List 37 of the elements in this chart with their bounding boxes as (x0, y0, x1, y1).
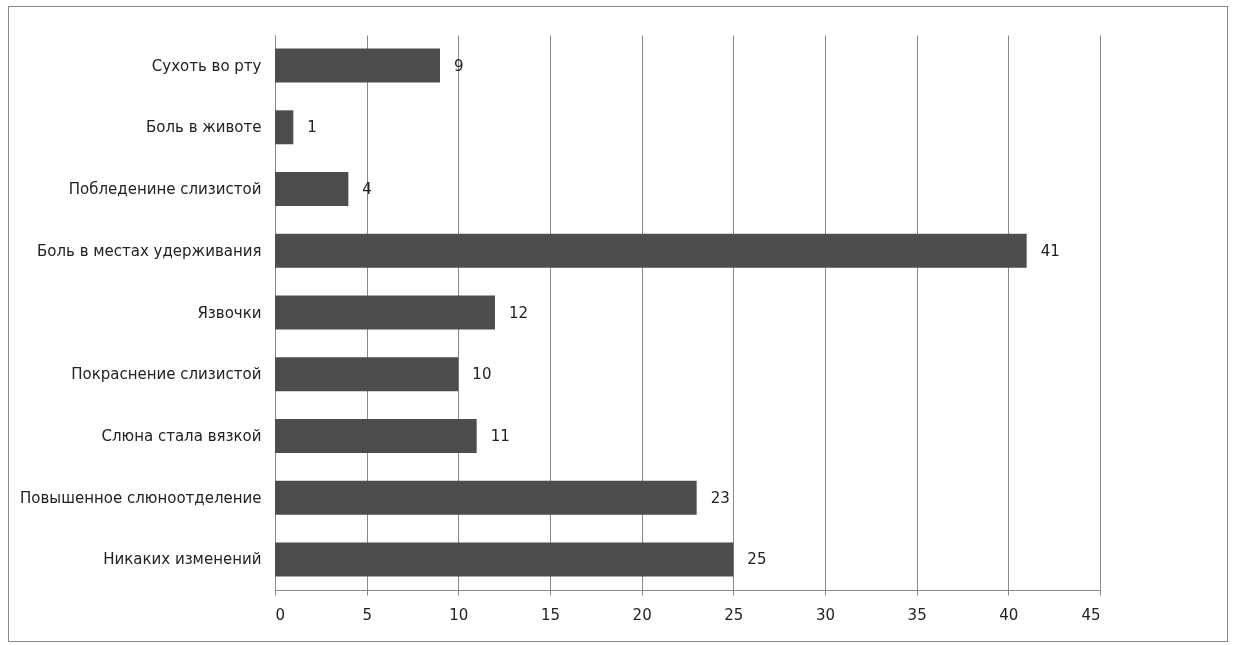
y-tick-label: Сухоть во рту (151, 56, 262, 75)
x-tick-label: 30 (815, 605, 836, 624)
x-tick-label: 40 (999, 605, 1019, 624)
y-tick-label: Повышенное слюноотделение (20, 488, 262, 507)
x-tick-label: 25 (724, 605, 744, 624)
x-tick-label: 0 (275, 605, 286, 624)
y-tick-label: Язвочки (197, 303, 262, 322)
bar (275, 48, 440, 83)
data-label: 23 (710, 488, 730, 507)
data-label: 25 (747, 550, 767, 569)
x-tick-label: 35 (907, 605, 927, 624)
x-tick-label: 15 (540, 605, 561, 624)
data-label: 10 (472, 365, 492, 384)
y-tick-label: Слюна стала вязкой (101, 426, 262, 445)
bar (275, 172, 349, 207)
y-tick-label: Никаких изменений (103, 550, 262, 569)
y-tick-label: Боль в местах удерживания (36, 241, 262, 260)
bar (275, 480, 697, 515)
x-tick-label: 20 (632, 605, 652, 624)
x-tick-label: 45 (1081, 605, 1101, 624)
x-tick-label: 10 (449, 605, 469, 624)
bar (275, 110, 294, 145)
data-label: 41 (1040, 241, 1060, 260)
bar (275, 357, 459, 392)
data-label: 12 (509, 303, 529, 322)
data-label: 9 (454, 56, 464, 75)
data-label: 1 (307, 118, 317, 137)
data-label: 4 (362, 180, 372, 199)
bar (275, 418, 477, 453)
bar (275, 233, 1027, 268)
y-tick-label: Боль в животе (145, 118, 262, 137)
bar (275, 542, 734, 577)
x-tick-label: 5 (362, 605, 372, 624)
bar (275, 295, 495, 330)
y-tick-label: Покраснение слизистой (71, 365, 262, 384)
data-label: 11 (490, 426, 510, 445)
y-tick-label: Побледенине слизистой (68, 180, 262, 199)
